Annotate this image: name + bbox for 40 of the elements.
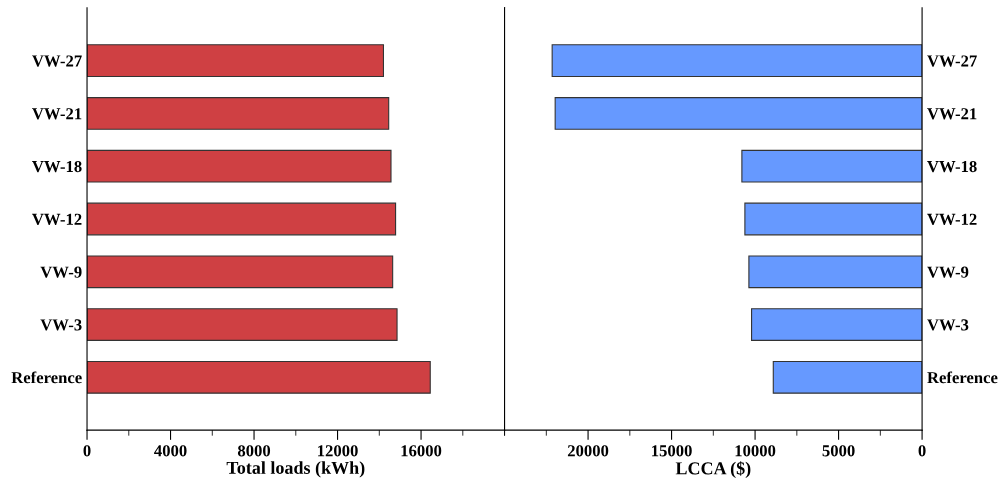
y-tick-label: VW-21 xyxy=(927,108,977,120)
x-tick-label: 0 xyxy=(83,445,91,457)
y-tick-label: VW-9 xyxy=(927,266,969,278)
y-tick-label: VW-27 xyxy=(927,55,977,67)
x-tick-label: 5000 xyxy=(822,445,855,457)
bar xyxy=(751,308,923,341)
bar xyxy=(87,149,392,183)
x-tick-label: 10000 xyxy=(735,445,776,457)
bar xyxy=(744,202,923,236)
bar xyxy=(87,308,398,341)
y-tick-label: Reference xyxy=(927,371,998,384)
y-tick-label: VW-18 xyxy=(927,160,977,173)
x-tick-label: 12000 xyxy=(318,445,358,457)
y-tick-label: VW-3 xyxy=(40,319,82,331)
x-axis-title: LCCA ($) xyxy=(675,461,751,479)
y-tick-label: VW-9 xyxy=(40,266,82,278)
x-tick-label: 4000 xyxy=(154,445,187,457)
y-tick-label: VW-12 xyxy=(32,213,82,226)
bar xyxy=(87,44,385,78)
y-tick-label: VW-12 xyxy=(927,213,977,226)
x-tick-label: 8000 xyxy=(237,445,271,457)
x-tick-label: 20000 xyxy=(567,445,609,457)
bar xyxy=(87,97,390,130)
bar xyxy=(772,360,923,394)
y-tick-label: Reference xyxy=(11,371,82,384)
y-tick-label: VW-21 xyxy=(32,108,82,120)
bar xyxy=(741,149,923,183)
y-tick-label: VW-27 xyxy=(32,55,82,67)
y-tick-label: VW-3 xyxy=(927,319,969,331)
bar xyxy=(87,360,431,394)
y-tick-label: VW-18 xyxy=(32,160,82,173)
bar xyxy=(87,255,394,289)
bar xyxy=(748,255,923,289)
bar xyxy=(551,44,923,78)
bar xyxy=(554,97,923,130)
x-tick-label: 15000 xyxy=(652,445,692,457)
bar xyxy=(87,202,397,236)
x-axis-title: Total loads (kWh) xyxy=(226,461,365,478)
x-tick-label: 16000 xyxy=(401,445,442,457)
x-tick-label: 0 xyxy=(918,445,926,457)
